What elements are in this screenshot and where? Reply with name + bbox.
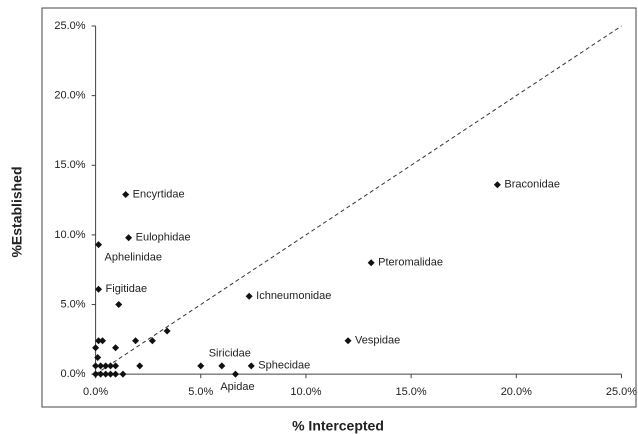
point: [367, 259, 375, 267]
point: [92, 362, 100, 370]
y-tick-label: 20.0%: [54, 90, 85, 102]
x-tick-label: 0.0%: [83, 386, 108, 398]
point: [102, 370, 110, 378]
y-tick-label: 25.0%: [54, 20, 85, 32]
reference-line: [95, 25, 622, 375]
point: [119, 370, 127, 378]
y-tick-label: 0.0%: [61, 368, 86, 380]
point: [197, 362, 205, 370]
point: [148, 337, 156, 345]
point: [136, 362, 144, 370]
point: [102, 362, 110, 370]
point: [107, 370, 115, 378]
point: [115, 301, 123, 309]
x-tick-label: 20.0%: [501, 386, 532, 398]
point-label: Pteromalidae: [378, 257, 443, 269]
point: [112, 344, 120, 352]
point: [92, 370, 100, 378]
point-label: Apidae: [220, 381, 254, 393]
point: [122, 191, 130, 199]
point-label: Aphelinidae: [105, 252, 163, 264]
x-tick-label: 10.0%: [290, 386, 321, 398]
point: [95, 337, 103, 345]
point: [247, 362, 255, 370]
point: [112, 370, 120, 378]
x-axis-title: % Intercepted: [292, 418, 384, 434]
point: [218, 362, 226, 370]
y-tick-label: 15.0%: [54, 159, 85, 171]
plot-frame: [41, 7, 637, 408]
point: [112, 362, 120, 370]
point-label: Figitidae: [106, 283, 148, 295]
y-tick-label: 5.0%: [61, 298, 86, 310]
point: [99, 337, 107, 345]
point: [92, 344, 100, 352]
point: [94, 353, 102, 361]
point: [125, 234, 133, 242]
point: [97, 370, 105, 378]
point: [163, 327, 171, 335]
point: [95, 241, 103, 249]
point-label: Eulophidae: [136, 232, 191, 244]
point-label: Ichneumonidae: [256, 290, 331, 302]
point-label: Vespidae: [355, 335, 400, 347]
point-label: Encyrtidae: [133, 188, 185, 200]
point: [107, 362, 115, 370]
y-axis-title: %Established: [9, 166, 25, 257]
point: [97, 362, 105, 370]
point: [132, 337, 140, 345]
point-label: Siricidae: [209, 348, 251, 360]
x-tick-label: 25.0%: [606, 386, 637, 398]
point-label: Braconidae: [504, 179, 560, 191]
point-label: Sphecidae: [258, 360, 310, 372]
point: [245, 292, 253, 300]
point: [231, 370, 239, 378]
y-tick-label: 10.0%: [54, 229, 85, 241]
point: [95, 285, 103, 293]
point: [493, 181, 501, 189]
x-tick-label: 5.0%: [188, 386, 213, 398]
point: [344, 337, 352, 345]
x-tick-label: 15.0%: [396, 386, 427, 398]
